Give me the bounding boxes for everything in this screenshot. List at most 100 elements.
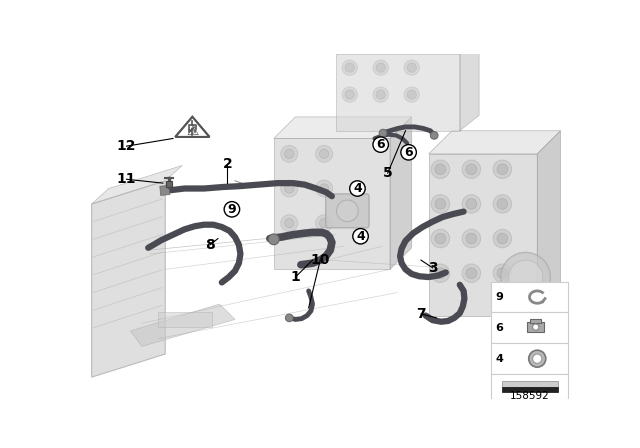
- Bar: [491, 313, 568, 343]
- Text: 1: 1: [291, 270, 300, 284]
- Polygon shape: [92, 165, 182, 204]
- Circle shape: [281, 215, 298, 232]
- Bar: [491, 343, 568, 374]
- Circle shape: [431, 160, 450, 178]
- Circle shape: [285, 314, 293, 322]
- Polygon shape: [390, 117, 412, 269]
- Circle shape: [497, 233, 508, 244]
- Polygon shape: [131, 304, 235, 346]
- Circle shape: [316, 146, 333, 162]
- Circle shape: [493, 264, 511, 282]
- Circle shape: [376, 63, 385, 72]
- Circle shape: [268, 234, 279, 245]
- Circle shape: [407, 63, 417, 72]
- Circle shape: [462, 160, 481, 178]
- Circle shape: [462, 195, 481, 213]
- Circle shape: [493, 195, 511, 213]
- Circle shape: [345, 63, 355, 72]
- Circle shape: [435, 233, 446, 244]
- Bar: [491, 282, 568, 313]
- Circle shape: [493, 229, 511, 248]
- Text: 7: 7: [416, 307, 426, 321]
- Circle shape: [285, 149, 294, 159]
- Circle shape: [466, 164, 477, 175]
- Text: ⚠: ⚠: [186, 124, 198, 138]
- Circle shape: [373, 137, 388, 152]
- Circle shape: [493, 160, 511, 178]
- Circle shape: [316, 180, 333, 197]
- Polygon shape: [429, 154, 537, 315]
- Bar: [491, 374, 568, 399]
- Text: 158592: 158592: [509, 392, 549, 401]
- Text: 5: 5: [383, 166, 392, 180]
- Circle shape: [342, 60, 358, 75]
- Circle shape: [376, 90, 385, 99]
- Text: 4: 4: [353, 182, 362, 195]
- Circle shape: [337, 200, 358, 222]
- Circle shape: [373, 60, 388, 75]
- FancyBboxPatch shape: [326, 194, 369, 228]
- Circle shape: [345, 90, 355, 99]
- Bar: [502, 381, 558, 387]
- Circle shape: [462, 229, 481, 248]
- Text: 6: 6: [376, 138, 385, 151]
- Polygon shape: [175, 117, 209, 137]
- Circle shape: [466, 233, 477, 244]
- Circle shape: [466, 198, 477, 209]
- Polygon shape: [274, 117, 412, 138]
- Polygon shape: [336, 39, 479, 54]
- Circle shape: [316, 215, 333, 232]
- Circle shape: [349, 181, 365, 196]
- Text: 11: 11: [116, 172, 136, 186]
- Circle shape: [431, 264, 450, 282]
- Text: 9: 9: [228, 203, 236, 216]
- Polygon shape: [274, 138, 390, 269]
- Circle shape: [462, 264, 481, 282]
- Circle shape: [404, 60, 419, 75]
- Circle shape: [401, 145, 417, 160]
- Circle shape: [435, 164, 446, 175]
- Circle shape: [407, 90, 417, 99]
- Circle shape: [285, 184, 294, 193]
- Circle shape: [430, 132, 438, 139]
- Circle shape: [435, 198, 446, 209]
- Circle shape: [285, 219, 294, 228]
- Circle shape: [497, 164, 508, 175]
- Circle shape: [529, 350, 546, 367]
- Text: 4: 4: [356, 230, 365, 243]
- Circle shape: [404, 87, 419, 102]
- Bar: [160, 185, 170, 195]
- Circle shape: [319, 184, 329, 193]
- Circle shape: [319, 149, 329, 159]
- Polygon shape: [175, 117, 209, 137]
- Circle shape: [319, 219, 329, 228]
- Circle shape: [497, 198, 508, 209]
- Bar: [527, 323, 544, 332]
- Circle shape: [435, 268, 446, 279]
- Bar: [502, 387, 558, 392]
- Polygon shape: [92, 181, 165, 377]
- Bar: [166, 181, 172, 187]
- Circle shape: [342, 87, 358, 102]
- Circle shape: [532, 354, 542, 363]
- Circle shape: [431, 229, 450, 248]
- Bar: [531, 319, 541, 323]
- Circle shape: [353, 228, 368, 244]
- Circle shape: [466, 268, 477, 279]
- Circle shape: [281, 146, 298, 162]
- Circle shape: [509, 260, 543, 294]
- Text: 3: 3: [428, 261, 437, 275]
- Circle shape: [532, 324, 539, 330]
- Text: 6: 6: [404, 146, 413, 159]
- Circle shape: [431, 195, 450, 213]
- Polygon shape: [537, 131, 561, 315]
- Polygon shape: [429, 131, 561, 154]
- Polygon shape: [460, 39, 479, 131]
- Polygon shape: [336, 54, 460, 131]
- Circle shape: [281, 180, 298, 197]
- Text: 4: 4: [495, 353, 503, 364]
- Text: 8: 8: [205, 238, 215, 252]
- Text: ✔: ✔: [188, 125, 196, 135]
- Circle shape: [224, 202, 239, 217]
- Text: 12: 12: [116, 139, 136, 153]
